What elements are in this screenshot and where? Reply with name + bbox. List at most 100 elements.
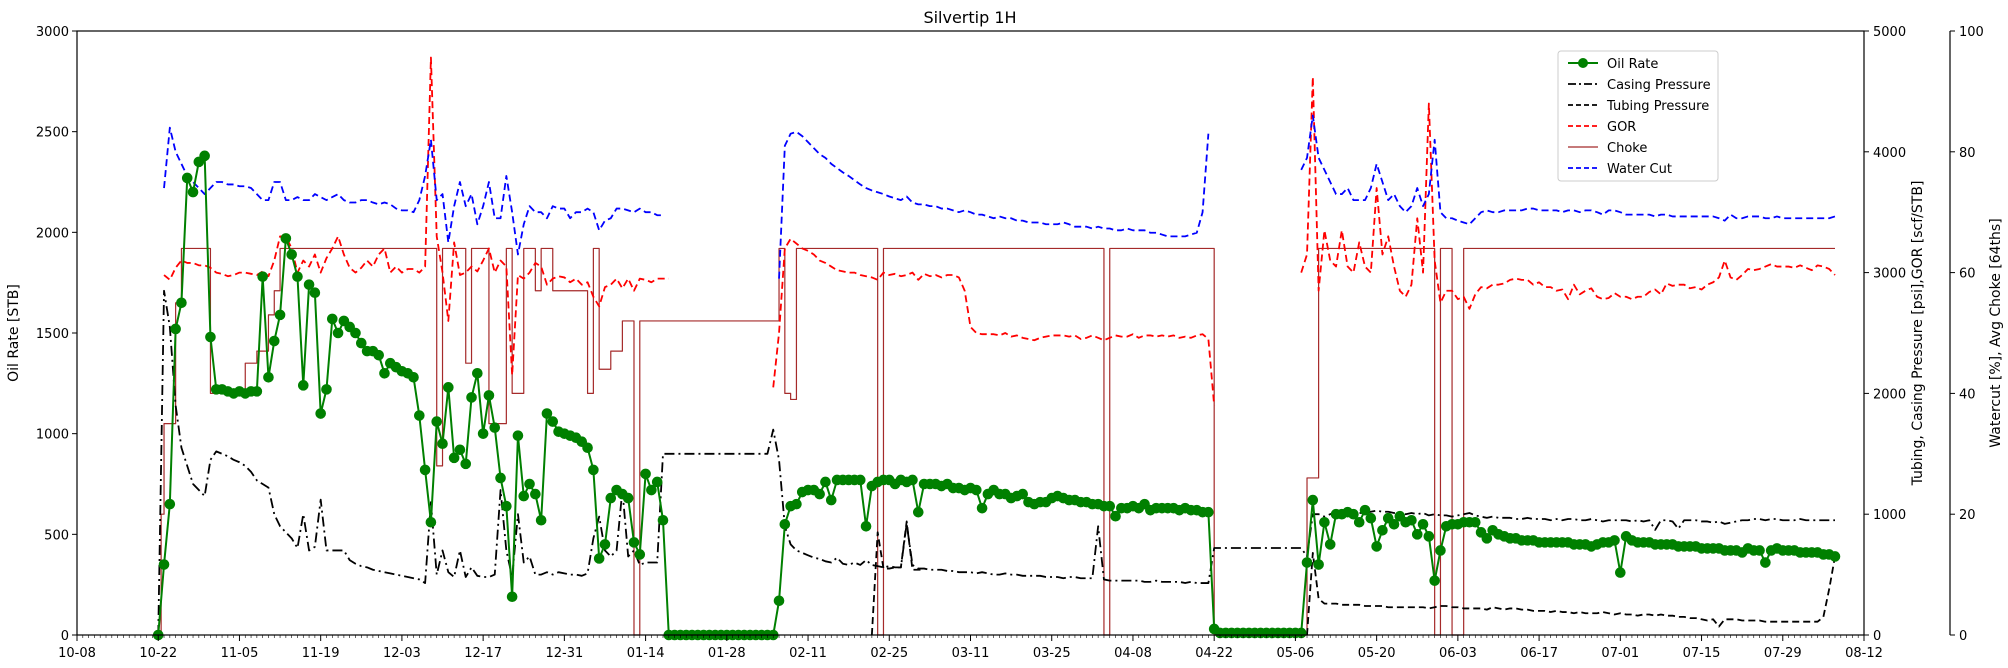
x-tick-label: 12-31 [545, 646, 583, 661]
oil-rate-point [1481, 533, 1493, 544]
y-axis-left: 0 500 1000 1500 2000 2500 3000 [36, 25, 77, 644]
oil-rate-point [628, 537, 640, 548]
y-right-pressure-tick-label: 0 [1873, 629, 1881, 644]
y-right-pressure-tick-label: 3000 [1873, 267, 1906, 282]
y-right-pressure-tick-label: 5000 [1873, 25, 1906, 40]
oil-rate-point [1388, 518, 1400, 530]
oil-rate-point [646, 484, 657, 496]
x-tick-label: 07-01 [1601, 646, 1639, 661]
oil-rate-point [1353, 516, 1365, 528]
gor-line [163, 56, 1836, 406]
x-tick-label: 05-06 [1277, 646, 1315, 661]
oil-rate-point [518, 490, 530, 502]
oil-rate-point [1615, 567, 1626, 578]
series-layer [152, 56, 1841, 641]
oil-rate-point [483, 390, 495, 401]
oil-rate-point [379, 367, 390, 379]
oil-rate-point [315, 408, 326, 419]
x-tick-label: 02-25 [870, 646, 908, 661]
oil-rate-point [414, 410, 425, 421]
oil-rate-point [176, 297, 187, 309]
oil-rate-point [1754, 545, 1765, 556]
x-tick-label: 08-12 [1845, 646, 1883, 661]
oil-rate-point [634, 549, 646, 560]
oil-rate-point [791, 498, 802, 510]
y-right-pressure-tick-label: 4000 [1873, 146, 1906, 161]
y-left-tick-label: 0 [61, 629, 69, 644]
oil-rate-point [1319, 516, 1330, 528]
oil-rate-point [268, 335, 280, 347]
oil-rate-point [263, 371, 274, 383]
oil-rate-point [1469, 516, 1481, 528]
oil-rate-point [1829, 551, 1841, 562]
oil-rate-point [251, 386, 263, 397]
x-tick-label: 06-17 [1520, 646, 1558, 661]
oil-rate-point [1406, 514, 1417, 526]
legend-box [1557, 50, 1719, 182]
legend-items: Oil Rate Casing Pressure Tubing Pressure GO… [1568, 57, 1711, 177]
oil-rate-point [158, 559, 170, 570]
x-tick-label: 12-03 [383, 646, 421, 661]
y-left-tick-label: 500 [44, 528, 69, 543]
oil-rate-point [907, 474, 918, 486]
x-tick-label: 01-28 [708, 646, 746, 661]
oil-rate-point [181, 172, 193, 184]
oil-rate-point [1324, 539, 1336, 550]
oil-rate-point [535, 514, 547, 526]
x-tick-label: 03-25 [1033, 646, 1071, 661]
oil-rate-point [350, 327, 361, 339]
oil-rate-point [506, 591, 518, 603]
x-tick-label: 02-11 [789, 646, 827, 661]
oil-rate-point [257, 271, 268, 282]
oil-rate-point [541, 408, 553, 419]
oil-rate-point [1429, 575, 1440, 586]
oil-rate-point [605, 492, 617, 504]
oil-rate-point [582, 442, 593, 454]
legend-label-tubing-pressure: Tubing Pressure [1606, 99, 1709, 114]
oil-rate-point [622, 492, 634, 504]
choke-line [158, 247, 1835, 636]
oil-rate-point [599, 539, 611, 550]
oil-rate-point [651, 476, 663, 488]
oil-rate-point [1365, 512, 1377, 524]
oil-rate-point [1203, 506, 1214, 518]
oil-rate-point [199, 150, 210, 162]
oil-rate-point [408, 371, 419, 383]
x-tick-label: 03-11 [952, 646, 990, 661]
oil-rate-point [1359, 504, 1371, 516]
y-right-watercut-tick-label: 80 [1959, 146, 1976, 161]
y-right-watercut-tick-label: 60 [1959, 267, 1976, 282]
legend-label-water-cut: Water Cut [1607, 162, 1672, 177]
y-left-tick-label: 1000 [36, 428, 69, 443]
oil-rate-point [286, 249, 297, 260]
oil-rate-point [1377, 525, 1388, 536]
oil-rate-point [495, 472, 506, 484]
oil-rate-point [187, 186, 199, 198]
oil-rate-point [280, 233, 292, 244]
oil-rate-point [448, 452, 460, 464]
oil-rate-point [524, 478, 535, 490]
oil-rate-point [1411, 529, 1423, 540]
tubing-pressure-line [870, 520, 1836, 636]
x-tick-label: 04-08 [1114, 646, 1152, 661]
y-axis-right-watercut: 0 20 40 60 80 100 [1950, 25, 1984, 644]
oil-rate-point [1301, 557, 1313, 568]
oil-rate-point [373, 349, 385, 361]
oil-rate-point [170, 323, 181, 335]
oil-rate-point [1017, 488, 1029, 500]
oil-rate-point [1348, 508, 1359, 520]
oil-rate-point [1609, 535, 1620, 546]
y-left-tick-label: 2000 [36, 226, 69, 241]
oil-rate-point [530, 488, 541, 500]
y-right-watercut-tick-label: 40 [1959, 387, 1976, 402]
oil-rate-point [640, 468, 651, 480]
oil-rate-point [860, 520, 872, 532]
oil-rate-point [489, 422, 501, 433]
x-tick-label: 06-03 [1439, 646, 1477, 661]
oil-rate-point [309, 287, 321, 299]
oil-rate-point [419, 464, 431, 476]
y-right-pressure-tick-label: 2000 [1873, 387, 1906, 402]
y-right-watercut-tick-label: 100 [1959, 25, 1984, 40]
x-tick-label: 07-29 [1764, 646, 1802, 661]
